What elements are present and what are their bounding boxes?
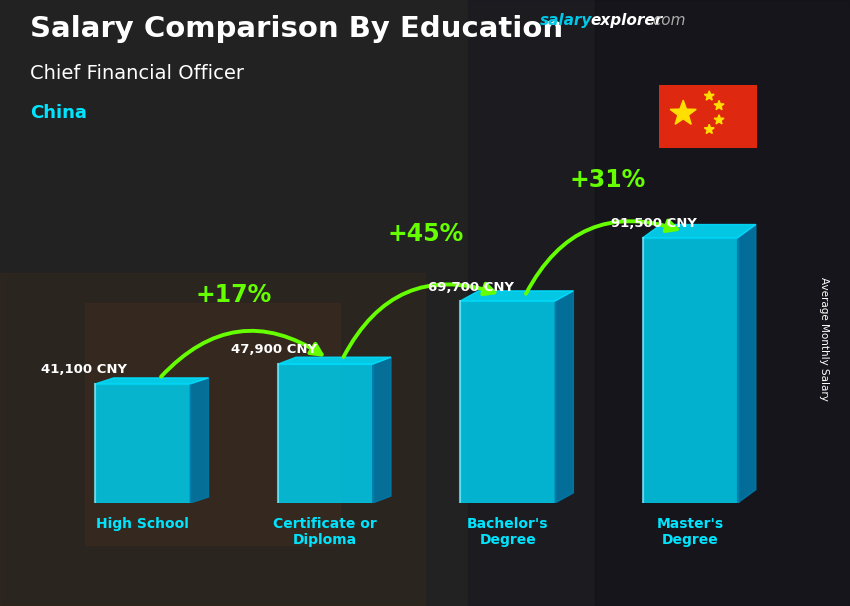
Bar xyxy=(0,0,468,606)
FancyBboxPatch shape xyxy=(278,364,372,503)
Polygon shape xyxy=(643,225,756,238)
Text: +31%: +31% xyxy=(570,168,646,192)
Polygon shape xyxy=(95,378,208,384)
Bar xyxy=(0,273,425,606)
Polygon shape xyxy=(461,291,574,301)
FancyArrowPatch shape xyxy=(162,331,321,376)
Text: Average Monthly Salary: Average Monthly Salary xyxy=(819,278,829,401)
FancyBboxPatch shape xyxy=(95,384,190,503)
Bar xyxy=(85,303,340,545)
Text: Salary Comparison By Education: Salary Comparison By Education xyxy=(30,15,563,43)
Polygon shape xyxy=(738,225,756,503)
Polygon shape xyxy=(705,91,714,100)
Polygon shape xyxy=(714,115,724,124)
FancyBboxPatch shape xyxy=(461,301,555,503)
Text: China: China xyxy=(30,104,87,122)
FancyArrowPatch shape xyxy=(526,221,677,294)
Bar xyxy=(468,0,850,606)
Text: Chief Financial Officer: Chief Financial Officer xyxy=(30,64,244,82)
Polygon shape xyxy=(714,101,724,110)
Text: 69,700 CNY: 69,700 CNY xyxy=(428,281,514,294)
Polygon shape xyxy=(190,378,208,503)
Text: salary: salary xyxy=(540,13,592,28)
Polygon shape xyxy=(670,100,696,124)
Text: 91,500 CNY: 91,500 CNY xyxy=(611,218,697,230)
Polygon shape xyxy=(555,291,574,503)
Polygon shape xyxy=(372,357,391,503)
Text: +17%: +17% xyxy=(196,282,272,307)
FancyArrowPatch shape xyxy=(343,284,495,357)
Bar xyxy=(595,0,850,606)
Polygon shape xyxy=(705,124,714,133)
Text: 41,100 CNY: 41,100 CNY xyxy=(42,362,128,376)
Text: .com: .com xyxy=(648,13,685,28)
Text: explorer: explorer xyxy=(591,13,663,28)
Polygon shape xyxy=(278,357,391,364)
FancyBboxPatch shape xyxy=(643,238,738,503)
Text: 47,900 CNY: 47,900 CNY xyxy=(231,343,317,356)
Text: +45%: +45% xyxy=(388,222,464,246)
